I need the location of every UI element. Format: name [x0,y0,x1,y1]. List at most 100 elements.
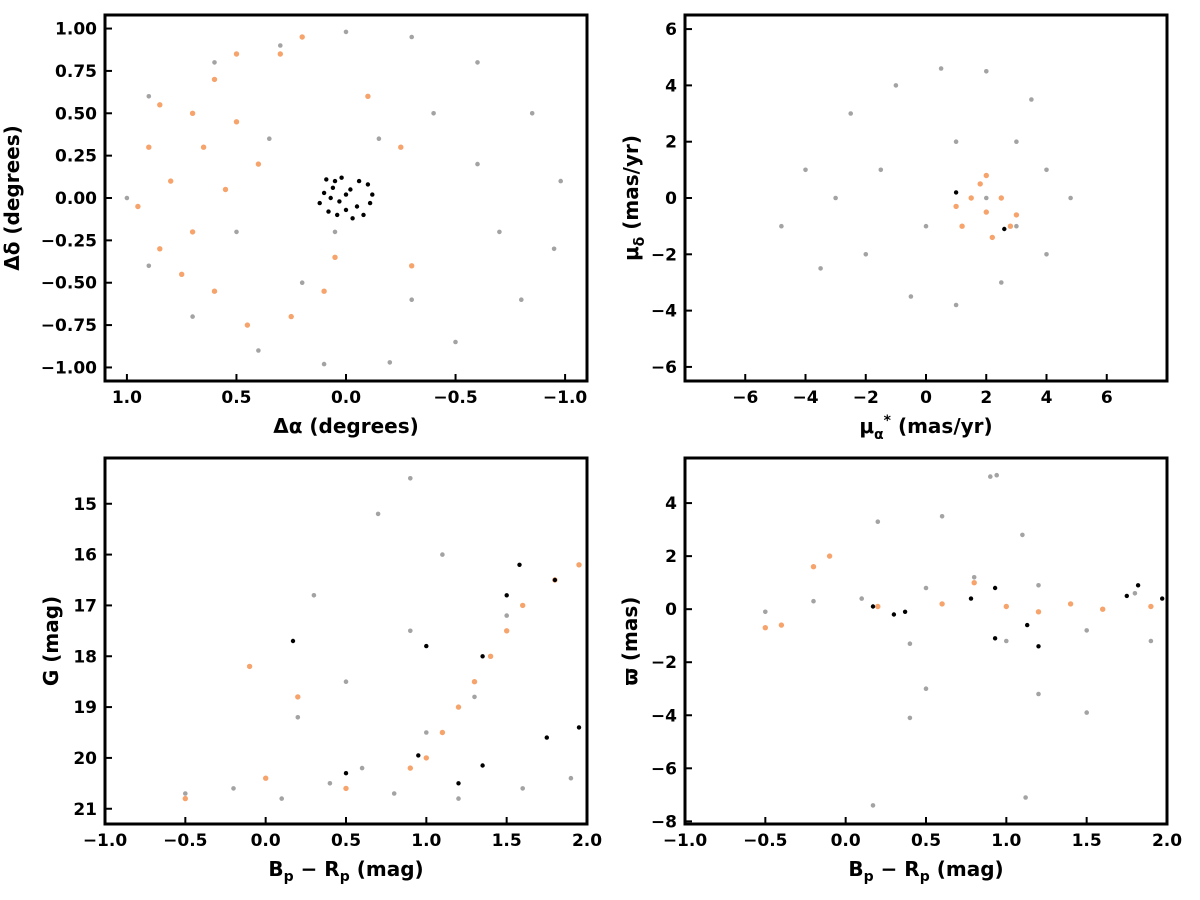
y-axis-label: G (mag) [39,596,63,686]
y-tick-label: −6 [651,358,677,378]
field-star-point [953,139,959,144]
field-star-point [1014,139,1019,144]
data-points [762,472,1165,808]
field-star-point [558,178,563,184]
field-star-point [1004,638,1009,644]
candidate-star-point [398,144,404,150]
candidate-star-point [222,186,229,193]
member-star-point [290,638,296,644]
y-tick-label: 18 [73,647,97,667]
field-star-point [519,297,524,303]
candidate-star-point [179,271,185,277]
member-star-point [356,178,362,184]
field-star-point [376,136,382,141]
member-star-point [891,612,897,617]
x-tick-label: −0.5 [433,388,477,408]
field-star-point [1084,710,1089,715]
x-tick-label: 0.5 [911,831,941,851]
candidate-star-point [471,679,478,685]
x-tick-label: −0.5 [743,831,787,851]
field-star-point [295,715,301,720]
field-star-point [878,167,884,173]
candidate-star-point [299,34,305,40]
field-star-point [1036,583,1041,588]
field-star-point [504,613,510,618]
candidate-star-point [826,553,833,559]
field-star-point [551,246,557,252]
field-star-point [1029,97,1034,102]
candidate-star-point [1013,212,1020,218]
candidate-star-point [277,51,283,57]
plot-area [105,458,587,824]
x-tick-label: 0.5 [221,388,251,408]
y-tick-label: 20 [73,749,97,769]
field-star-point [568,775,574,781]
y-tick-label: 4 [665,76,677,96]
data-points [779,66,1073,308]
field-star-point [923,686,929,691]
y-tick-label: 19 [73,698,97,718]
candidate-star-point [233,51,240,57]
member-star-point [544,735,549,740]
member-star-point [1124,593,1130,599]
field-star-point [408,476,413,481]
field-star-point [520,786,525,791]
candidate-star-point [1035,609,1042,615]
candidate-star-point [255,161,262,167]
member-star-point [576,725,582,730]
member-star-point [350,216,355,221]
field-star-point [327,781,333,786]
candidate-star-point [332,254,338,260]
member-star-point [326,209,331,214]
field-star-point [453,339,458,345]
y-tick-label: 0.50 [55,104,97,124]
field-star-point [431,111,436,116]
field-star-point [938,66,944,71]
member-star-point [517,562,522,567]
y-tick-label: −2 [651,245,677,265]
field-star-point [424,730,429,735]
candidate-star-point [146,144,152,150]
candidate-star-point [233,119,240,125]
field-star-point [811,598,816,604]
y-tick-label: 15 [73,495,97,515]
field-star-point [375,511,381,517]
candidate-star-point [576,562,582,568]
field-star-point [472,694,477,700]
y-tick-label: 1.00 [55,20,97,40]
y-tick-label: 16 [73,546,97,566]
field-star-point [497,229,502,235]
field-star-point [818,266,823,271]
plot-area [105,15,587,381]
field-star-point [1068,195,1073,201]
field-star-point [343,679,349,684]
field-star-point [875,519,881,524]
member-star-point [370,192,375,197]
candidate-star-point [263,775,269,781]
member-star-point [1160,596,1165,601]
candidate-star-point [953,203,959,210]
field-star-point [475,60,480,65]
candidate-star-point [409,263,415,269]
field-star-point [984,195,989,201]
y-tick-label: 2 [665,547,677,567]
member-star-point [365,182,371,187]
field-star-point [999,280,1004,285]
y-tick-label: 4 [665,494,677,514]
x-tick-label: 0.5 [331,831,361,851]
member-star-point [968,596,974,601]
candidate-star-point [520,602,526,609]
color-magnitude-panel: −1.0 −0.5 0.0 0.5 1.0 1.5 2.0 21 20 19 18 17 16 15 B… [39,456,602,885]
y-tick-label: 0 [665,189,677,209]
field-star-point [408,628,413,634]
candidate-star-point [200,144,207,150]
field-star-point [923,585,929,591]
data-points [124,29,563,367]
member-star-point [335,212,340,218]
field-star-point [908,294,914,299]
field-star-point [440,552,445,557]
plot-area [685,15,1167,381]
candidate-star-point [971,580,977,586]
field-star-point [234,229,239,235]
